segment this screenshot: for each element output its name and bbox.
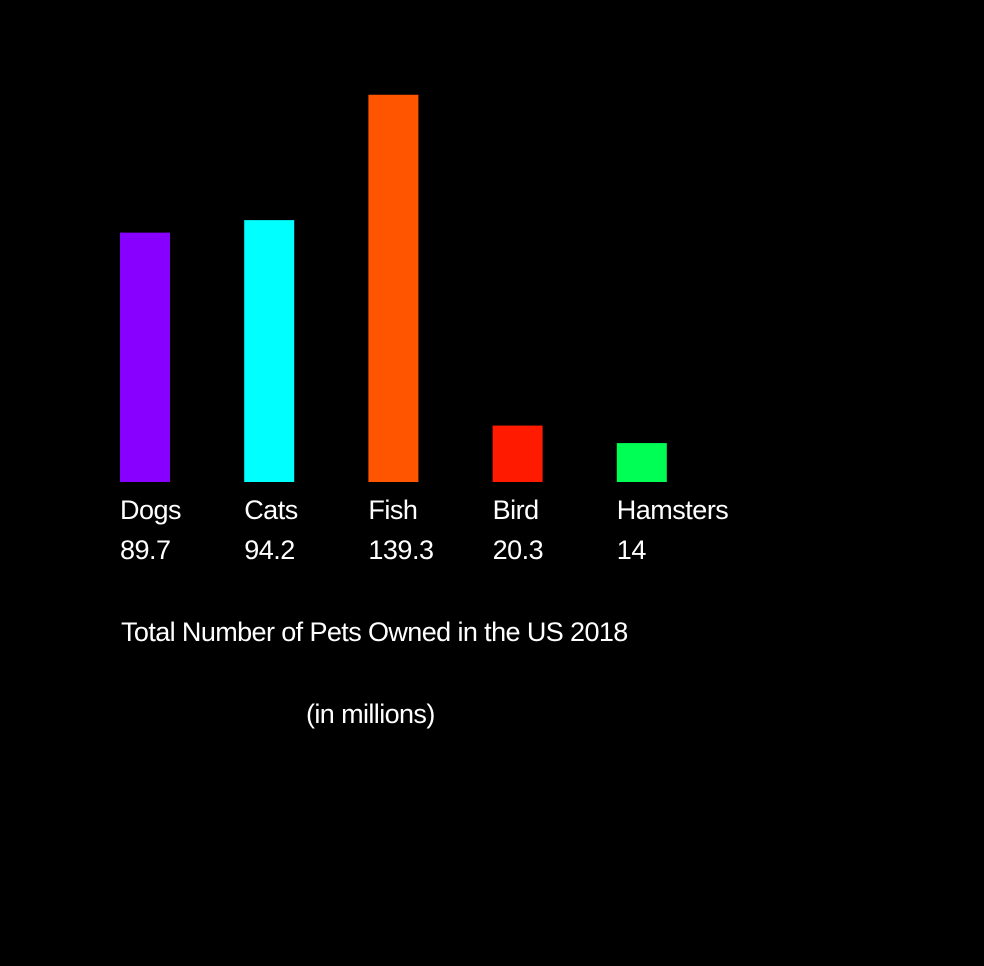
chart-title: Total Number of Pets Owned in the US 201… — [121, 617, 628, 647]
category-label-dogs: Dogs — [120, 495, 182, 525]
value-label-bird: 20.3 — [492, 535, 544, 565]
value-label-fish: 139.3 — [368, 535, 434, 565]
category-label-bird: Bird — [492, 495, 540, 525]
bar-hamsters — [616, 443, 667, 482]
value-label-dogs: 89.7 — [120, 535, 171, 565]
category-label-hamsters: Hamsters — [616, 495, 729, 525]
chart-subtitle: (in millions) — [306, 699, 435, 729]
value-label-cats: 94.2 — [244, 535, 295, 565]
bar-fish — [368, 94, 419, 482]
bar-cats — [244, 220, 295, 482]
bar-dogs — [120, 232, 170, 482]
category-label-fish: Fish — [368, 495, 418, 525]
category-label-cats: Cats — [244, 495, 298, 525]
value-label-hamsters: 14 — [616, 535, 647, 565]
bar-bird — [492, 425, 543, 482]
